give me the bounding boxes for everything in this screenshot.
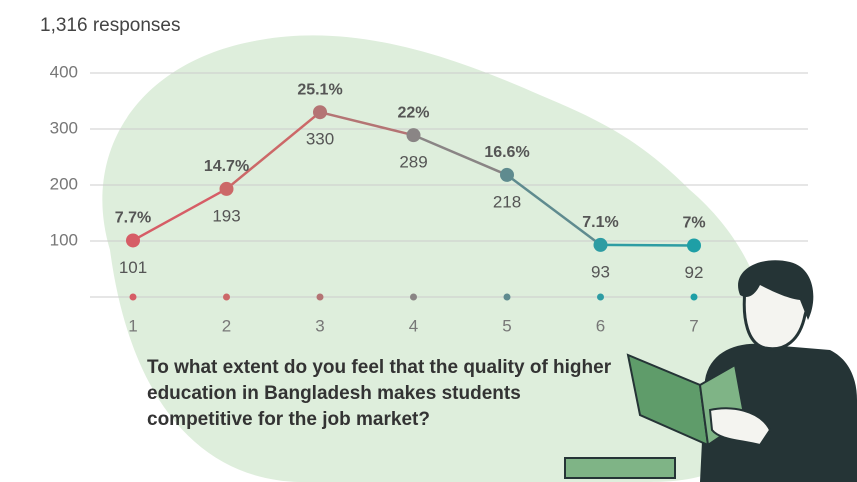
- line-segment: [319, 110, 414, 137]
- x-tick-label: 4: [409, 316, 418, 335]
- illustration: [564, 260, 857, 482]
- value-label: 289: [399, 153, 427, 172]
- line-segment: [132, 187, 228, 242]
- y-tick-label: 200: [50, 174, 78, 193]
- value-label: 330: [306, 130, 334, 149]
- point: [687, 238, 701, 253]
- x-tick-label: 7: [689, 316, 698, 335]
- value-label: 193: [212, 206, 240, 225]
- percent-label: 22%: [397, 104, 429, 121]
- axis-dot: [316, 293, 324, 301]
- value-label: 93: [591, 262, 610, 281]
- point: [219, 181, 234, 196]
- y-tick-label: 100: [50, 230, 78, 249]
- x-tick-label: 1: [128, 316, 137, 335]
- line-segment: [600, 243, 695, 247]
- subtitle: 1,316 responses: [40, 15, 181, 36]
- value-label: 92: [685, 263, 704, 282]
- axis-dot: [129, 293, 137, 301]
- x-tick-label: 2: [222, 316, 231, 335]
- point: [593, 237, 608, 252]
- point: [313, 105, 327, 120]
- line-segment: [225, 111, 321, 190]
- axis-dot: [597, 293, 604, 301]
- value-label: 218: [493, 192, 521, 211]
- x-tick-label: 6: [596, 316, 605, 335]
- axis-dot: [223, 293, 230, 301]
- y-tick-label: 400: [50, 62, 78, 81]
- percent-label: 25.1%: [297, 81, 342, 98]
- y-tick-label: 300: [50, 118, 78, 137]
- point: [406, 128, 421, 143]
- line-segment: [413, 134, 508, 177]
- percent-label: 16.6%: [484, 144, 529, 161]
- x-tick-label: 3: [315, 316, 324, 335]
- point: [500, 167, 514, 182]
- percent-label: 7%: [682, 215, 705, 232]
- axis-dot: [410, 293, 417, 301]
- value-label: 101: [119, 258, 147, 277]
- background-blob: [102, 35, 773, 482]
- x-tick-label: 5: [502, 316, 511, 335]
- percent-label: 7.7%: [115, 210, 151, 227]
- percent-label: 14.7%: [204, 158, 249, 175]
- percent-label: 7.1%: [582, 214, 618, 231]
- line-segment: [506, 173, 602, 246]
- point: [126, 233, 140, 248]
- axis-dot: [690, 293, 698, 301]
- axis-dot: [503, 293, 511, 301]
- chart-title: To what extent do you feel that the qual…: [147, 357, 612, 430]
